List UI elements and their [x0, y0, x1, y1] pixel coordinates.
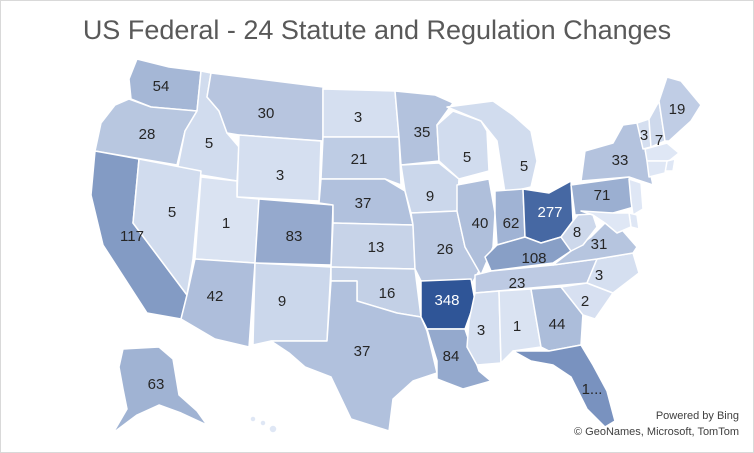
label-IL: 40 — [472, 215, 489, 232]
label-KS: 13 — [368, 239, 385, 256]
state-WV[interactable] — [560, 210, 598, 252]
state-SD[interactable] — [320, 136, 402, 186]
state-AK[interactable] — [112, 346, 208, 434]
label-GA: 44 — [549, 316, 566, 333]
label-MO: 26 — [437, 241, 454, 258]
state-HI[interactable] — [249, 415, 278, 434]
label-NH: 7 — [655, 132, 663, 149]
label-SD: 21 — [351, 151, 368, 168]
state-ME[interactable] — [658, 76, 702, 142]
label-PA: 71 — [594, 187, 611, 204]
powered-by-text: Powered by Bing — [655, 410, 739, 422]
label-FL: 1... — [582, 381, 603, 398]
label-OK: 16 — [379, 285, 396, 302]
state-labels: 54 28 117 5 5 30 3 1 42 83 9 3 21 37 13 … — [120, 78, 685, 398]
label-CO: 83 — [286, 228, 303, 245]
state-NC[interactable] — [586, 252, 640, 294]
state-SC[interactable] — [560, 282, 614, 320]
copyright-text: © GeoNames, Microsoft, TomTom — [574, 426, 739, 438]
label-NV: 5 — [168, 204, 176, 221]
label-AK: 63 — [148, 376, 165, 393]
label-TN: 23 — [509, 275, 526, 292]
label-WV: 8 — [573, 224, 581, 241]
label-NC: 3 — [595, 267, 603, 284]
label-ME: 19 — [669, 101, 686, 118]
state-WI[interactable] — [436, 110, 490, 180]
label-AR: 348 — [434, 292, 459, 309]
state-VA[interactable] — [552, 222, 638, 266]
label-SC: 2 — [581, 293, 589, 310]
state-AL[interactable] — [498, 288, 542, 364]
label-CA: 117 — [120, 228, 144, 245]
label-WY: 3 — [276, 167, 284, 184]
label-IA: 9 — [426, 188, 434, 205]
label-OH: 277 — [537, 204, 562, 221]
state-OR[interactable] — [94, 98, 198, 166]
label-AZ: 42 — [207, 288, 224, 305]
label-NY: 33 — [612, 152, 629, 169]
state-MD[interactable] — [580, 210, 632, 234]
label-ND: 3 — [354, 109, 362, 126]
label-VT: 3 — [640, 127, 648, 144]
label-OR: 28 — [139, 126, 156, 143]
label-IN: 62 — [503, 215, 520, 232]
chart-title: US Federal - 24 Statute and Regulation C… — [82, 15, 672, 45]
label-UT: 1 — [222, 215, 230, 232]
label-MS: 3 — [477, 322, 485, 339]
label-MT: 30 — [258, 105, 275, 122]
label-ID: 5 — [205, 135, 213, 152]
label-KY: 108 — [521, 250, 546, 267]
label-AL: 1 — [513, 318, 521, 335]
state-MI[interactable] — [446, 100, 538, 194]
label-WA: 54 — [153, 78, 170, 95]
state-MA[interactable] — [644, 142, 680, 162]
label-NE: 37 — [355, 195, 372, 212]
state-LA[interactable] — [426, 328, 492, 390]
label-LA: 84 — [443, 348, 460, 365]
state-NV[interactable] — [132, 158, 202, 296]
state-FL[interactable] — [512, 344, 616, 428]
label-WI: 5 — [463, 149, 471, 166]
label-MI: 5 — [520, 158, 528, 175]
map-attribution: Powered by Bing © GeoNames, Microsoft, T… — [574, 408, 739, 440]
label-MN: 35 — [414, 124, 431, 141]
label-NM: 9 — [278, 293, 286, 310]
label-TX: 37 — [354, 343, 371, 360]
states-layer — [90, 58, 702, 434]
state-CT[interactable] — [646, 160, 668, 178]
label-VA: 31 — [591, 236, 608, 253]
state-NJ[interactable] — [628, 178, 644, 216]
state-NM[interactable] — [252, 262, 332, 346]
